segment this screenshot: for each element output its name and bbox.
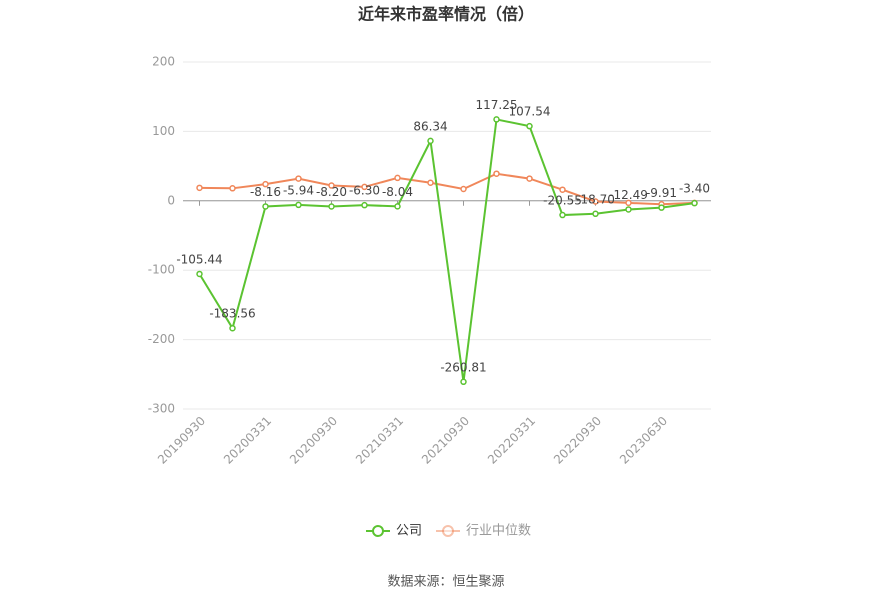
point	[196, 184, 203, 192]
data-label: 107.54	[509, 105, 551, 119]
point	[262, 203, 269, 210]
point	[625, 199, 632, 207]
chart-title: 近年来市盈率情况（倍）	[358, 5, 534, 24]
source: 数据来源：恒生聚源	[387, 575, 504, 590]
data-label: 86.34	[413, 119, 447, 133]
point	[361, 183, 368, 191]
point	[394, 203, 401, 210]
legend-label: 行业中位数	[466, 524, 531, 539]
point	[262, 180, 269, 188]
point	[394, 174, 401, 182]
x-tick-label: 20200930	[287, 414, 340, 467]
point	[361, 201, 368, 209]
x-tick-label: 20230630	[617, 414, 670, 467]
point	[460, 378, 467, 386]
point	[592, 210, 599, 218]
y-tick-label: -300	[148, 402, 175, 416]
data-label: -6.30	[349, 184, 380, 198]
y-tick-label: -100	[148, 263, 175, 277]
x-tick-label: 20210930	[419, 414, 472, 467]
data-label: -8.20	[316, 185, 347, 199]
point	[229, 185, 236, 192]
point	[526, 122, 533, 130]
point	[658, 204, 665, 211]
point	[691, 199, 698, 207]
series-line	[198, 118, 695, 382]
point	[295, 201, 302, 209]
data-label: -18.70	[576, 192, 615, 206]
point	[493, 116, 500, 123]
point	[328, 182, 335, 189]
point	[196, 270, 203, 278]
point	[295, 175, 302, 182]
data-label: -20.55	[543, 194, 582, 208]
point	[427, 179, 434, 187]
point	[625, 206, 632, 213]
legend-marker	[442, 525, 454, 537]
legend-label: 公司	[396, 524, 422, 539]
data-label: -183.56	[209, 307, 255, 321]
x-tick-label: 20220930	[551, 414, 604, 467]
data-label: -12.49	[609, 188, 648, 202]
y-tick-label: 100	[152, 124, 175, 138]
y-tick-label: 0	[167, 193, 175, 207]
point	[592, 198, 599, 205]
data-label: -105.44	[176, 252, 222, 266]
point	[526, 175, 533, 182]
data-label: -8.16	[250, 185, 281, 199]
data-label: -3.40	[679, 182, 710, 196]
data-label: -8.04	[382, 185, 413, 199]
data-label: -9.91	[646, 186, 677, 200]
x-tick-label: 20210331	[353, 414, 406, 467]
legend-marker	[372, 525, 384, 537]
x-tick-label: 20200331	[221, 414, 274, 467]
data-label: -260.81	[440, 360, 486, 374]
point	[559, 211, 566, 219]
y-tick-label: 200	[152, 55, 175, 69]
x-tick-label: 20220331	[485, 414, 538, 467]
data-label: 117.25	[476, 98, 518, 112]
point	[229, 324, 236, 332]
point	[493, 170, 500, 177]
data-label: -5.94	[283, 183, 314, 197]
point	[559, 186, 566, 193]
point	[460, 185, 467, 193]
y-tick-label: -200	[148, 332, 175, 346]
series-line	[199, 172, 695, 206]
point	[427, 137, 434, 145]
point	[328, 203, 335, 210]
x-tick-label: 20190930	[155, 414, 208, 467]
